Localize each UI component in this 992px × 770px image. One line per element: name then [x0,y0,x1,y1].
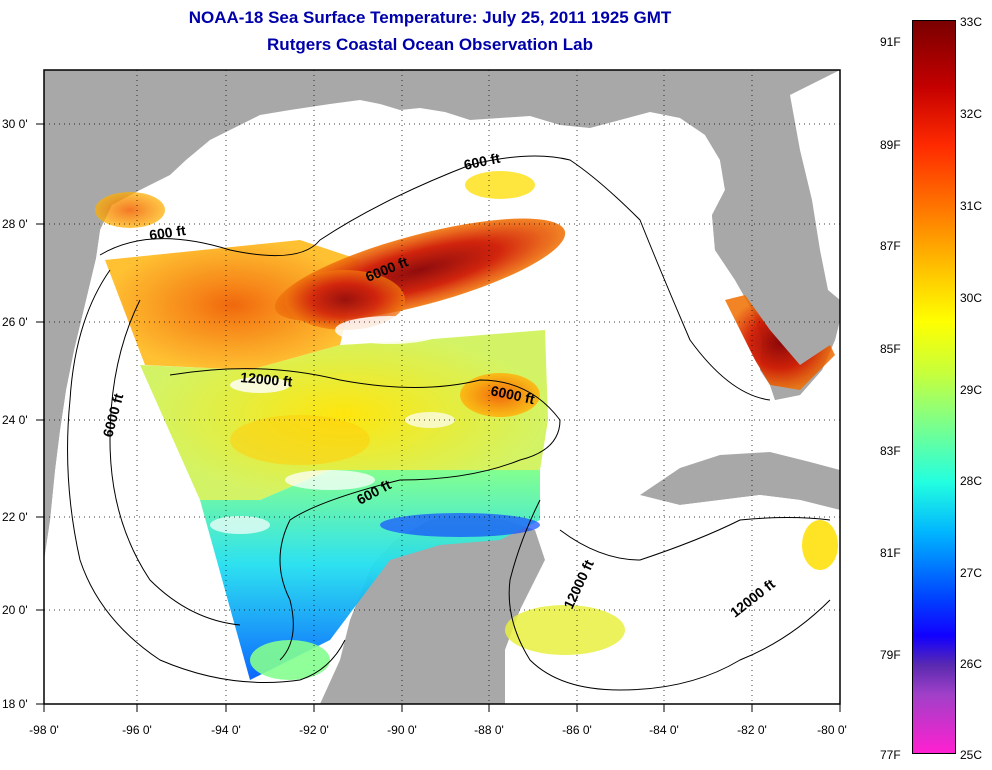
colorbar-celsius-label: 25C [960,748,983,762]
y-tick-label: 24 0' [2,413,28,427]
x-tick-label: -86 0' [562,723,592,737]
title-line-2: Rutgers Coastal Ocean Observation Lab [267,35,593,54]
colorbar-celsius-label: 31C [960,199,983,213]
x-tick-label: -84 0' [649,723,679,737]
x-tick-label: -98 0' [29,723,59,737]
x-tick-label: -82 0' [737,723,767,737]
colorbar-fahrenheit-label: 81F [880,546,901,560]
map-frame [43,69,841,705]
colorbar-celsius-label: 32C [960,107,983,121]
colorbar-fahrenheit-label: 89F [880,138,901,152]
grid-lines [44,70,840,704]
colorbar-fahrenheit-label: 83F [880,444,901,458]
x-tick-label: -80 0' [817,723,847,737]
x-tick-label: -88 0' [474,723,504,737]
colorbar-fahrenheit-label: 79F [880,648,901,662]
x-tick-label: -96 0' [122,723,152,737]
y-tick-label: 22 0' [2,510,28,524]
y-tick-label: 30 0' [2,117,28,131]
colorbar-celsius-label: 33C [960,15,983,29]
x-tick-label: -90 0' [387,723,417,737]
contour-label-600-nw: 600 ft [148,222,187,243]
colorbar-celsius-label: 26C [960,657,983,671]
colorbar-fahrenheit-label: 77F [880,748,901,762]
atlantic-water [790,70,840,300]
y-tick-label: 28 0' [2,217,28,231]
sst-swath [95,171,838,680]
bathymetry-contours [67,155,831,691]
colorbar-fahrenheit-label: 85F [880,342,901,356]
mexico-land [44,230,100,704]
colorbar-celsius-label: 28C [960,474,983,488]
y-tick-label: 20 0' [2,603,28,617]
contour-label-600-n: 600 ft [462,150,501,173]
colorbar-celsius-label: 27C [960,566,983,580]
cuba-land [640,452,840,510]
colorbar-fahrenheit-label: 91F [880,35,901,49]
colorbar-celsius-label: 30C [960,291,983,305]
x-tick-label: -92 0' [299,723,329,737]
title-line-1: NOAA-18 Sea Surface Temperature: July 25… [188,8,672,27]
temperature-colorbar [912,20,956,754]
colorbar-celsius-label: 29C [960,383,983,397]
y-tick-label: 26 0' [2,315,28,329]
colorbar-fahrenheit-label: 87F [880,239,901,253]
y-tick-label: 18 0' [2,697,28,711]
frame-ticks [36,123,841,712]
x-tick-label: -94 0' [211,723,241,737]
contour-label-12000-c: 12000 ft [240,369,294,390]
